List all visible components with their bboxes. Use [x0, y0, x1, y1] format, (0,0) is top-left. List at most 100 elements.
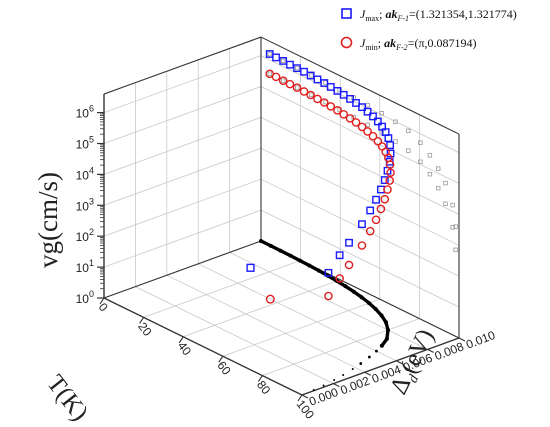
grid-floor-d — [198, 263, 397, 362]
y-tick-label: 0.008 — [433, 339, 466, 363]
series-point — [326, 102, 336, 111]
series-point — [372, 195, 380, 204]
projection-wall-point — [295, 85, 300, 90]
series-point — [333, 106, 342, 115]
projection-wall-point — [309, 73, 314, 78]
x-tick — [257, 375, 263, 382]
z-tick-exp: 2 — [89, 227, 94, 237]
series-point — [345, 238, 353, 247]
projection-wall-point — [280, 58, 286, 64]
legend-1-aksub: F-1 — [396, 14, 409, 23]
series-point — [339, 90, 348, 99]
legend: Jmax; akF-1=(1.321354,1.321774) Jmin; ak… — [340, 7, 517, 52]
series-point — [383, 185, 392, 194]
series-point — [335, 274, 344, 283]
z-tick-base: 10 — [76, 292, 90, 306]
legend-1-value: =(1.321354,1.321774) — [409, 7, 517, 21]
x-tick-label: 20 — [135, 320, 154, 339]
projection-wall-point — [453, 224, 458, 229]
x-tick — [297, 394, 303, 402]
series-point — [306, 90, 315, 100]
grid-back-z — [260, 147, 460, 246]
legend-2-aksub: F-2 — [395, 43, 408, 52]
x-tick-label: 40 — [175, 339, 194, 358]
y-tick — [395, 360, 403, 365]
projection-floor-point — [359, 362, 363, 365]
series-point — [365, 226, 375, 236]
projection-wall-point — [427, 171, 433, 177]
projection-points — [259, 51, 458, 392]
series-point — [346, 95, 354, 103]
y-tick-label: 0.002 — [338, 373, 371, 397]
series-point — [386, 149, 395, 158]
series-point — [373, 136, 383, 146]
outlier-point — [265, 294, 275, 304]
projection-wall-point — [295, 65, 300, 71]
grid-floor-t — [143, 260, 301, 318]
legend-2-jsub: min — [365, 43, 377, 52]
legend-entry-1: Jmax; akF-1=(1.321354,1.321774) — [360, 7, 517, 23]
x-tick — [218, 355, 224, 363]
series-point — [319, 98, 329, 107]
frame-edge — [103, 297, 303, 396]
series-point — [313, 94, 322, 104]
grid-floor-d — [166, 274, 365, 373]
legend-marker-square — [341, 8, 352, 19]
y-tick-label: 0.010 — [464, 328, 497, 352]
z-tick-exp: 1 — [89, 258, 94, 268]
series-point — [324, 291, 333, 301]
series-point — [286, 60, 294, 69]
legend-1-sep: ; — [379, 7, 385, 21]
projection-wall-point — [418, 140, 423, 145]
legend-2-sep: ; — [378, 36, 384, 50]
projection-wall-point — [453, 247, 458, 253]
grid-back-z — [260, 86, 460, 184]
series-point — [357, 241, 367, 250]
projection-wall-point — [443, 201, 448, 206]
z-tick-label: 102 — [76, 227, 94, 244]
x-tick-label: 60 — [214, 358, 233, 377]
series-point — [358, 220, 366, 229]
series-point — [333, 86, 342, 95]
grid-floor-d — [135, 286, 334, 384]
series-point — [344, 260, 354, 270]
series-point — [385, 160, 395, 169]
series-point — [368, 131, 378, 141]
legend-1-j: J — [360, 7, 366, 21]
projection-floor-point — [379, 343, 384, 348]
projection-wall-point — [427, 153, 433, 158]
outlier-point — [246, 263, 255, 272]
z-tick-label: 106 — [76, 104, 94, 121]
z-tick-exp: 6 — [89, 104, 94, 114]
series-point — [292, 83, 302, 92]
z-tick-exp: 3 — [89, 196, 94, 206]
series-point — [371, 215, 381, 225]
legend-2-ak: ak — [384, 36, 396, 50]
z-tick-label: 105 — [76, 135, 94, 152]
z-axis-title-main: vg — [33, 241, 63, 268]
y-tick — [458, 337, 466, 342]
grid-side-z — [103, 86, 262, 144]
z-tick-exp: 4 — [89, 165, 94, 175]
series-point — [265, 50, 274, 58]
series-point — [345, 114, 355, 123]
projection-wall-point — [365, 122, 370, 128]
y-tick — [333, 383, 340, 388]
series-point — [324, 268, 333, 277]
series-point — [352, 99, 360, 107]
projection-wall-point — [406, 128, 411, 134]
series-point — [300, 67, 308, 76]
projection-wall-point — [267, 51, 272, 57]
series-point — [366, 206, 375, 215]
projection-floor-point — [322, 384, 325, 387]
legend-entry-2: Jmin; akF-2=(π,0.087194) — [360, 36, 477, 52]
z-tick-base: 10 — [76, 107, 90, 121]
series-point — [313, 75, 322, 84]
projection-wall-point — [436, 166, 441, 171]
data-series — [246, 50, 395, 304]
series-point — [351, 118, 361, 127]
x-tick — [178, 336, 184, 344]
legend-1-ak: ak — [385, 7, 397, 21]
series-point — [386, 168, 395, 177]
projection-wall-point — [443, 180, 448, 186]
